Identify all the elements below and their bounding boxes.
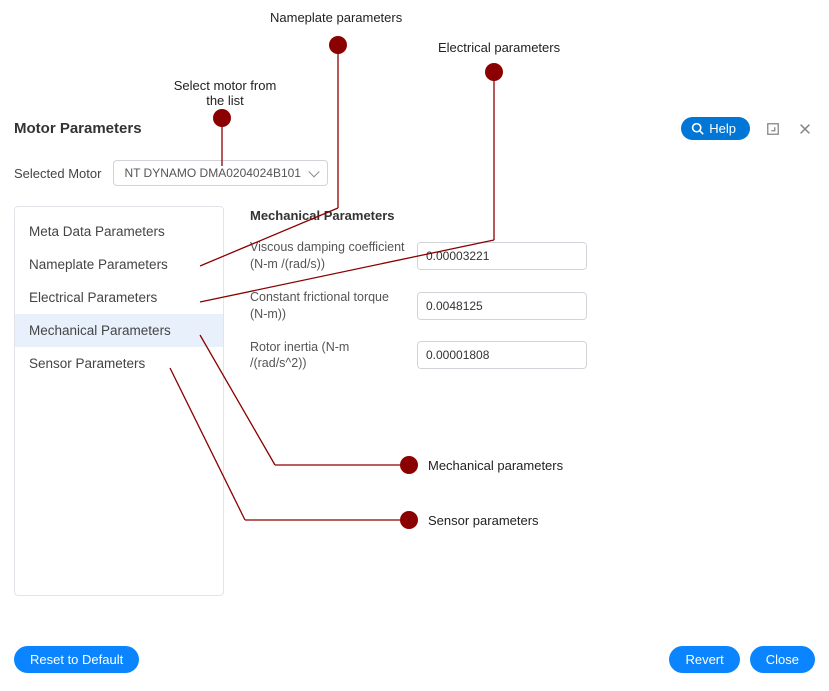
motor-select[interactable]: NT DYNAMO DMA0204024B101 bbox=[113, 160, 328, 186]
sidebar-item-metadata[interactable]: Meta Data Parameters bbox=[15, 215, 223, 248]
param-input-friction[interactable] bbox=[418, 293, 587, 319]
close-window-button[interactable] bbox=[796, 120, 814, 138]
sidebar: Meta Data Parameters Nameplate Parameter… bbox=[14, 206, 224, 596]
content-area: Mechanical Parameters Viscous damping co… bbox=[250, 206, 610, 388]
param-row-inertia: Rotor inertia (N-m /(rad/s^2)) bbox=[250, 339, 610, 373]
param-input-damping[interactable] bbox=[418, 243, 587, 269]
param-input-inertia[interactable] bbox=[418, 342, 587, 368]
selected-motor-label: Selected Motor bbox=[14, 166, 101, 181]
param-label: Constant frictional torque (N-m)) bbox=[250, 289, 405, 323]
page-title: Motor Parameters bbox=[14, 120, 142, 137]
annotation-label: Nameplate parameters bbox=[270, 10, 402, 25]
expand-button[interactable] bbox=[764, 120, 782, 138]
help-button[interactable]: Help bbox=[681, 117, 750, 140]
annotation-label: Electrical parameters bbox=[438, 40, 560, 55]
param-label: Viscous damping coefficient (N-m /(rad/s… bbox=[250, 239, 405, 273]
param-row-friction: Constant frictional torque (N-m)) bbox=[250, 289, 610, 323]
sidebar-item-sensor[interactable]: Sensor Parameters bbox=[15, 347, 223, 380]
sidebar-item-electrical[interactable]: Electrical Parameters bbox=[15, 281, 223, 314]
search-icon bbox=[691, 122, 704, 135]
annotation-label: Mechanical parameters bbox=[428, 458, 563, 473]
close-icon bbox=[798, 122, 812, 136]
section-header: Mechanical Parameters bbox=[250, 208, 610, 223]
param-label: Rotor inertia (N-m /(rad/s^2)) bbox=[250, 339, 405, 373]
expand-icon bbox=[766, 122, 780, 136]
param-row-damping: Viscous damping coefficient (N-m /(rad/s… bbox=[250, 239, 610, 273]
annotation-label: Select motor from the list bbox=[170, 78, 280, 108]
sidebar-item-mechanical[interactable]: Mechanical Parameters bbox=[15, 314, 223, 347]
close-button[interactable]: Close bbox=[750, 646, 815, 673]
motor-select-value: NT DYNAMO DMA0204024B101 bbox=[124, 166, 301, 180]
help-button-label: Help bbox=[709, 121, 736, 136]
sidebar-item-nameplate[interactable]: Nameplate Parameters bbox=[15, 248, 223, 281]
reset-button[interactable]: Reset to Default bbox=[14, 646, 139, 673]
revert-button[interactable]: Revert bbox=[669, 646, 739, 673]
annotation-label: Sensor parameters bbox=[428, 513, 539, 528]
